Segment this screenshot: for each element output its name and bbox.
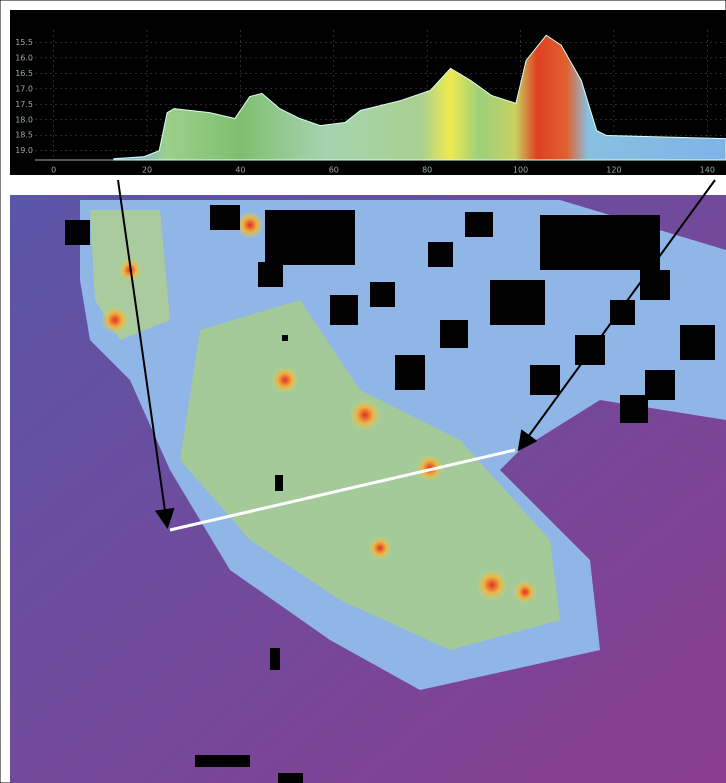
x-tick-label: 20 <box>142 166 152 175</box>
figure: 15.5 16.0 16.5 17.0 17.5 18.0 18.5 19.0 0 20 40 60 8… <box>0 0 726 783</box>
x-tick-label: 80 <box>422 166 432 175</box>
hot-spot <box>271 366 299 394</box>
heatmap <box>10 195 726 783</box>
y-tick-label: 18.0 <box>15 115 33 124</box>
x-tick-label: 140 <box>700 166 715 175</box>
page: {"chart_data": {"type": "area", "x": [12… <box>0 0 726 783</box>
y-tick-label: 16.0 <box>15 53 33 62</box>
x-tick-label: 60 <box>329 166 339 175</box>
hot-spot <box>368 536 392 560</box>
y-tick-label: 17.5 <box>15 100 33 109</box>
hot-spot <box>236 211 264 239</box>
separator <box>10 175 726 195</box>
hot-spot <box>101 306 129 334</box>
y-tick-label: 15.5 <box>15 38 33 47</box>
y-tick-label: 18.5 <box>15 131 33 140</box>
x-tick-label: 0 <box>51 166 56 175</box>
x-tick-label: 100 <box>513 166 528 175</box>
hot-spot <box>513 580 537 604</box>
x-tick-label: 40 <box>235 166 245 175</box>
y-tick-label: 17.0 <box>15 84 33 93</box>
hot-spot <box>476 569 508 601</box>
y-tick-label: 19.0 <box>15 146 33 155</box>
hot-spot <box>349 399 381 431</box>
y-tick-label: 16.5 <box>15 69 33 78</box>
x-tick-label: 120 <box>606 166 621 175</box>
